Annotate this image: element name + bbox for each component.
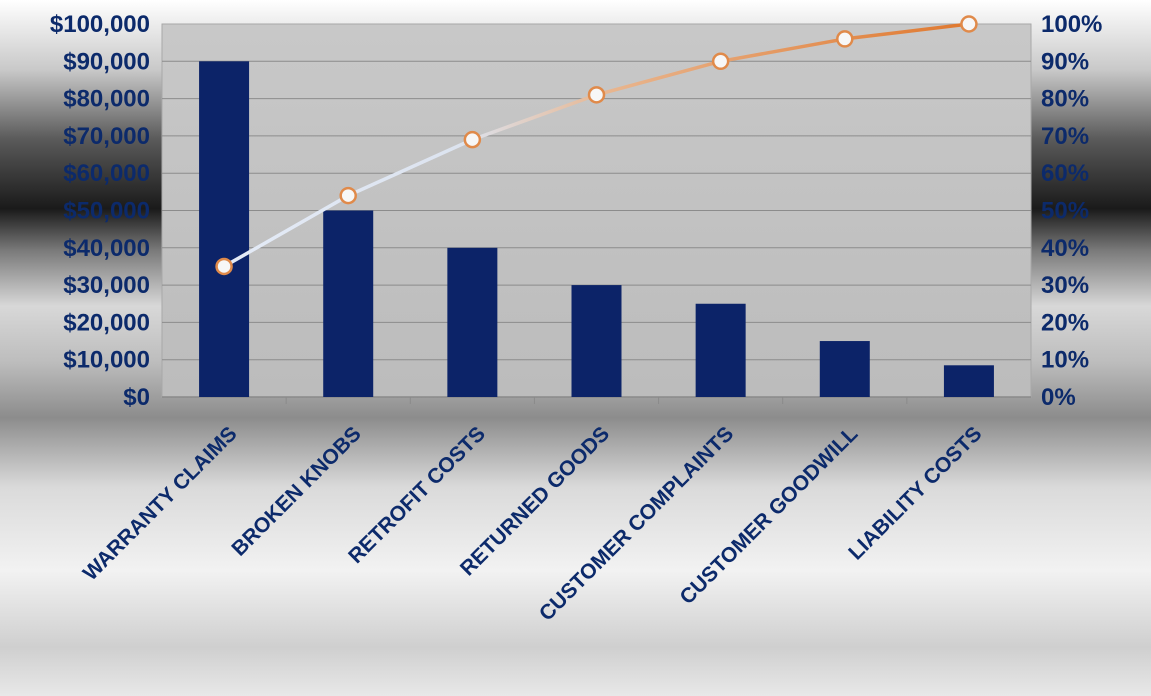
cumulative-point <box>711 52 730 71</box>
y2-tick-label: 70% <box>1041 123 1089 150</box>
cumulative-point <box>215 257 233 276</box>
bar <box>199 61 250 398</box>
cumulative-point <box>836 30 854 48</box>
bar <box>695 303 746 397</box>
y2-tick-label: 20% <box>1041 309 1089 336</box>
y-tick-label: $90,000 <box>63 48 150 75</box>
cumulative-point <box>587 86 606 104</box>
y2-tick-label: 80% <box>1041 86 1089 113</box>
bar <box>447 247 498 397</box>
y2-tick-label: 90% <box>1041 48 1089 75</box>
cumulative-point <box>960 15 978 33</box>
cumulative-point <box>463 130 482 149</box>
y-tick-label: $60,000 <box>63 160 150 187</box>
y2-tick-label: 100% <box>1041 11 1102 38</box>
y-tick-label: $30,000 <box>63 272 150 299</box>
y2-tick-label: 60% <box>1041 160 1089 187</box>
cumulative-point <box>339 186 357 205</box>
y-tick-label: $10,000 <box>63 347 150 374</box>
y-tick-label: $100,000 <box>50 11 150 38</box>
y2-tick-label: 50% <box>1041 198 1089 225</box>
y-tick-label: $70,000 <box>63 123 150 150</box>
y-tick-label: $20,000 <box>63 309 150 336</box>
bar <box>819 341 870 397</box>
cumulative-markers <box>215 15 978 276</box>
y-axis-right: 0% 10% 20% 30% 40% 50% 60% 70% 80% 90% 100% <box>1041 11 1102 411</box>
y2-tick-label: 10% <box>1041 347 1089 374</box>
bar-series <box>199 61 994 398</box>
y2-tick-label: 30% <box>1041 272 1089 299</box>
y-tick-label: $50,000 <box>63 198 150 225</box>
bar <box>943 365 994 397</box>
y-tick-label: $40,000 <box>63 235 150 262</box>
y-axis-left: $0 $10,000 $20,000 $30,000 $40,000 $50,000 $60… <box>50 11 150 411</box>
y-tick-label: $0 <box>123 384 150 411</box>
y2-tick-label: 40% <box>1041 235 1089 262</box>
bar <box>323 210 374 397</box>
y2-tick-label: 0% <box>1041 384 1076 411</box>
y-tick-label: $80,000 <box>63 86 150 113</box>
bar <box>571 285 622 397</box>
